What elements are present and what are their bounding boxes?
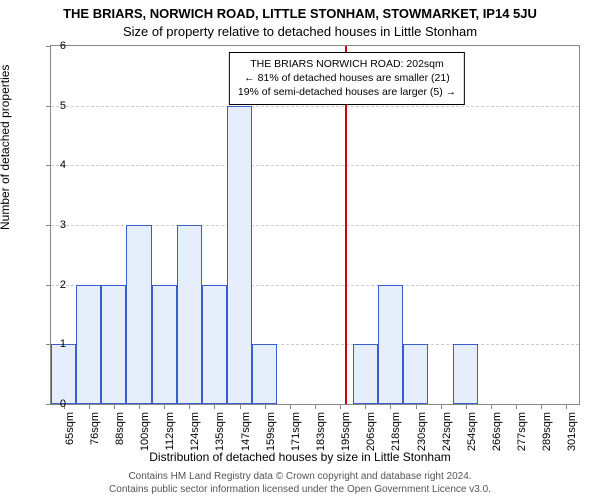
bar — [126, 225, 151, 404]
gridline — [51, 165, 579, 166]
bar — [227, 106, 252, 404]
bar — [76, 285, 101, 404]
bar — [353, 344, 378, 404]
bar — [378, 285, 403, 404]
xtick-mark — [566, 404, 567, 409]
annotation-line3: 19% of semi-detached houses are larger (… — [238, 86, 456, 98]
ytick-label: 3 — [26, 219, 66, 231]
xtick-mark — [466, 404, 467, 409]
attribution-line1: Contains HM Land Registry data © Crown c… — [128, 471, 471, 482]
xtick-mark — [416, 404, 417, 409]
xtick-mark — [491, 404, 492, 409]
xtick-mark — [240, 404, 241, 409]
y-axis-label: Number of detached properties — [0, 65, 12, 230]
xtick-mark — [265, 404, 266, 409]
ytick-label: 0 — [26, 398, 66, 410]
xtick-mark — [441, 404, 442, 409]
xtick-mark — [315, 404, 316, 409]
xtick-mark — [390, 404, 391, 409]
ytick-label: 1 — [26, 338, 66, 350]
gridline — [51, 106, 579, 107]
xtick-mark — [340, 404, 341, 409]
chart-title-sub: Size of property relative to detached ho… — [0, 24, 600, 39]
bar — [51, 344, 76, 404]
chart-container: THE BRIARS, NORWICH ROAD, LITTLE STONHAM… — [0, 0, 600, 500]
ytick-label: 5 — [26, 100, 66, 112]
xtick-mark — [541, 404, 542, 409]
xtick-mark — [365, 404, 366, 409]
attribution-line2: Contains public sector information licen… — [109, 484, 491, 495]
xtick-mark — [214, 404, 215, 409]
chart-title-main: THE BRIARS, NORWICH ROAD, LITTLE STONHAM… — [0, 6, 600, 21]
xtick-mark — [516, 404, 517, 409]
xtick-mark — [290, 404, 291, 409]
bar — [202, 285, 227, 404]
x-axis-label: Distribution of detached houses by size … — [0, 450, 600, 464]
bar — [101, 285, 126, 404]
plot-area: THE BRIARS NORWICH ROAD: 202sqm ← 81% of … — [50, 45, 580, 405]
xtick-mark — [114, 404, 115, 409]
attribution-text: Contains HM Land Registry data © Crown c… — [0, 471, 600, 496]
annotation-box: THE BRIARS NORWICH ROAD: 202sqm ← 81% of … — [229, 52, 465, 105]
xtick-mark — [189, 404, 190, 409]
bar — [252, 344, 277, 404]
xtick-mark — [89, 404, 90, 409]
xtick-mark — [164, 404, 165, 409]
ytick-label: 2 — [26, 279, 66, 291]
xtick-mark — [139, 404, 140, 409]
annotation-line2: ← 81% of detached houses are smaller (21… — [244, 72, 449, 84]
bar — [177, 225, 202, 404]
annotation-line1: THE BRIARS NORWICH ROAD: 202sqm — [250, 58, 444, 70]
ytick-label: 4 — [26, 159, 66, 171]
ytick-label: 6 — [26, 40, 66, 52]
bar — [453, 344, 478, 404]
bar — [403, 344, 428, 404]
bar — [152, 285, 177, 404]
